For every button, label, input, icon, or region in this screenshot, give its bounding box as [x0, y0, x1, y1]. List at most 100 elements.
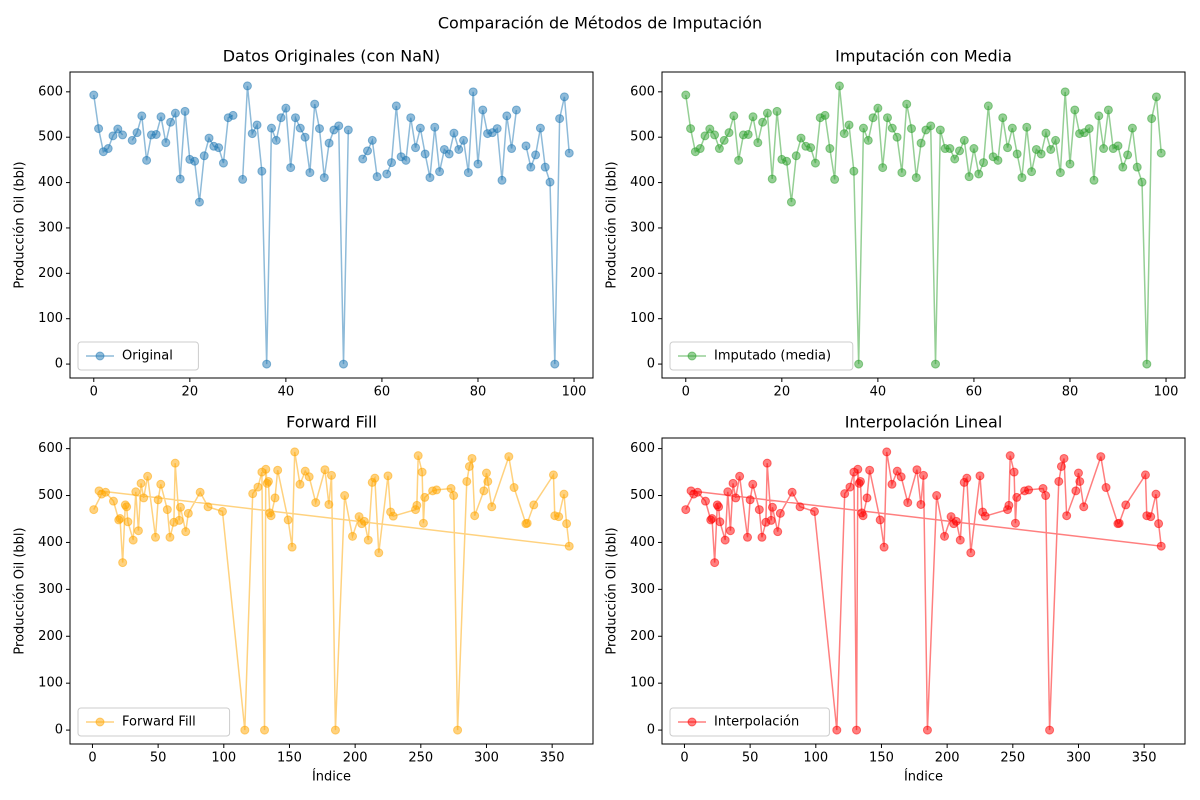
point	[975, 471, 985, 481]
point	[483, 476, 493, 486]
point	[94, 124, 104, 134]
point	[873, 103, 883, 113]
point	[1132, 162, 1142, 172]
point	[1005, 451, 1015, 461]
point	[757, 532, 767, 542]
y-tick-label: 500	[630, 130, 655, 145]
point	[862, 493, 872, 503]
point	[1089, 175, 1099, 185]
point	[1060, 87, 1070, 97]
point	[1121, 500, 1131, 510]
x-tick-label: 60	[966, 385, 983, 400]
point	[700, 496, 710, 506]
point	[133, 526, 143, 536]
point	[1027, 167, 1037, 177]
x-tick-label: 100	[211, 751, 236, 766]
point	[710, 130, 720, 140]
point	[411, 143, 421, 153]
point	[387, 158, 397, 168]
point	[839, 129, 849, 139]
point	[754, 505, 764, 515]
point	[745, 495, 755, 505]
point	[1101, 483, 1111, 493]
point	[115, 514, 125, 524]
point	[758, 117, 768, 127]
point	[748, 479, 758, 489]
point	[367, 135, 377, 145]
point	[830, 174, 840, 184]
x-tick-label: 150	[277, 751, 302, 766]
point	[840, 489, 850, 499]
point	[875, 515, 885, 525]
point	[108, 496, 118, 506]
point	[882, 447, 892, 457]
y-tick-label: 200	[38, 629, 63, 644]
point	[310, 99, 320, 109]
subplot: Interpolación Lineal Producción Oil (bbl)…	[605, 413, 1186, 785]
point	[139, 493, 149, 503]
point	[879, 542, 889, 552]
point	[266, 511, 276, 521]
y-tick-label: 100	[38, 676, 63, 691]
plot-area	[681, 81, 1166, 369]
y-tick-label: 300	[38, 582, 63, 597]
point	[240, 725, 250, 735]
x-tick-label: 50	[150, 751, 167, 766]
point	[550, 359, 560, 369]
x-tick-label: 50	[742, 751, 759, 766]
point	[358, 154, 368, 164]
point	[1017, 173, 1027, 183]
point	[521, 141, 531, 151]
point	[1079, 502, 1089, 512]
point	[719, 135, 729, 145]
point	[531, 150, 541, 160]
point	[825, 144, 835, 154]
point	[290, 113, 300, 123]
point	[470, 511, 480, 521]
point	[535, 123, 545, 133]
point	[834, 81, 844, 91]
point	[806, 143, 816, 153]
point	[1156, 148, 1166, 158]
x-tick-label: 0	[682, 385, 690, 400]
x-tick-label: 0	[680, 751, 688, 766]
point	[103, 144, 113, 154]
point	[507, 144, 517, 154]
point	[300, 132, 310, 142]
point	[707, 514, 717, 524]
point	[89, 90, 99, 100]
point	[540, 162, 550, 172]
point	[743, 129, 753, 139]
y-tick-label: 200	[630, 629, 655, 644]
point	[796, 133, 806, 143]
point	[766, 515, 776, 525]
legend-marker	[95, 717, 105, 727]
point	[564, 148, 574, 158]
subplot: Forward Fill Producción Oil (bbl) Índice 0 5…	[13, 413, 594, 785]
y-tick-label: 0	[647, 357, 655, 372]
point	[903, 498, 913, 508]
y-axis-label: Producción Oil (bbl)	[605, 527, 620, 654]
point	[1071, 486, 1081, 496]
point	[413, 451, 423, 461]
point	[865, 465, 875, 475]
point	[526, 162, 536, 172]
point	[852, 725, 862, 735]
plot-area	[681, 447, 1166, 735]
point	[753, 138, 763, 148]
point	[363, 535, 373, 545]
point	[123, 517, 133, 527]
point	[863, 135, 873, 145]
legend-label: Forward Fill	[122, 715, 196, 730]
point	[1004, 500, 1014, 510]
point	[319, 173, 329, 183]
point	[966, 548, 976, 558]
point	[459, 135, 469, 145]
point	[993, 155, 1003, 165]
x-tick-label: 80	[1062, 385, 1079, 400]
point	[253, 482, 263, 492]
y-tick-label: 400	[38, 175, 63, 190]
y-tick-label: 400	[38, 535, 63, 550]
point	[849, 166, 859, 176]
x-tick-label: 100	[1154, 385, 1179, 400]
